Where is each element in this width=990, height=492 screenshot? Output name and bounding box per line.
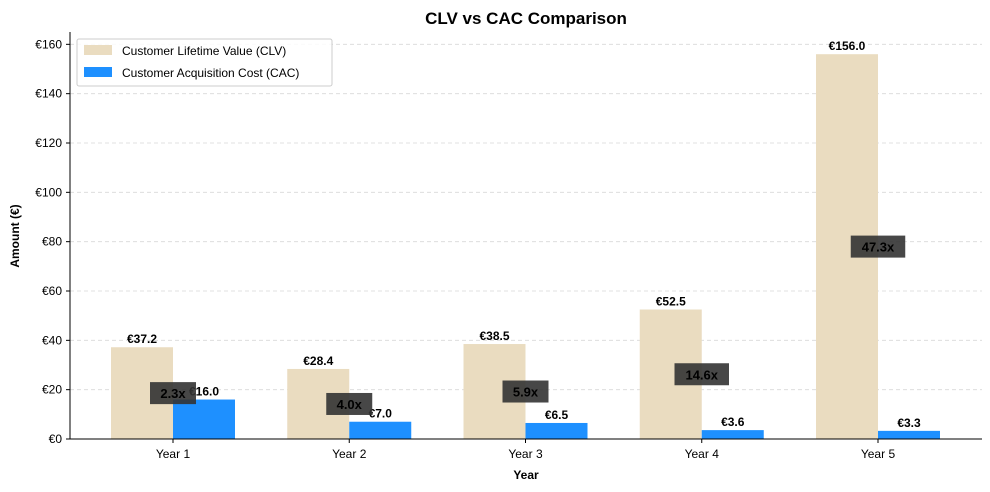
y-tick-label: €120: [35, 136, 62, 150]
value-label-cac: €7.0: [369, 407, 393, 421]
ratio-label-box: [326, 392, 373, 415]
y-tick-label: €0: [49, 432, 63, 446]
y-tick-label: €20: [42, 383, 62, 397]
value-label-clv: €28.4: [303, 354, 333, 368]
y-tick-label: €80: [42, 235, 62, 249]
x-tick-label: Year 5: [861, 447, 896, 461]
y-tick-label: €140: [35, 87, 62, 101]
y-tick-label: €60: [42, 284, 62, 298]
ratio-label: 4.0x: [337, 397, 363, 412]
bar-cac: [525, 422, 588, 439]
x-tick-label: Year 1: [156, 447, 191, 461]
data-labels: €37.2 €16.02.3x €28.4 €7.0 4.0x €38.5 €6.5 5.9x…: [127, 39, 921, 430]
legend-box: [76, 38, 333, 87]
ratio-label: 5.9x: [513, 385, 539, 400]
bar-cac: [878, 430, 940, 439]
legend: Customer Lifetime Value (CLV) Customer A…: [76, 38, 333, 87]
ratio-label: 47.3x: [862, 240, 895, 255]
value-label-cac: €3.3: [897, 416, 921, 430]
value-label-cac: €6.5: [545, 408, 569, 422]
y-tick-label: €160: [35, 37, 62, 51]
x-tick-label: Year 4: [685, 447, 720, 461]
value-label-cac: €3.6: [721, 415, 745, 429]
legend-swatch-cac: [84, 67, 112, 77]
y-ticks: €0 €20 €40 €60 €80 €100 €120 €140 €160: [35, 37, 70, 446]
bar-cac: [349, 421, 412, 439]
ratio-label-box: [502, 380, 549, 403]
bar-cac: [173, 399, 235, 439]
ratio-label-box: [674, 363, 729, 386]
x-tick-label: Year 3: [508, 447, 543, 461]
ratio-label-box: [150, 382, 196, 405]
legend-label-clv: Customer Lifetime Value (CLV): [122, 44, 286, 58]
y-axis-title: Amount (€): [8, 204, 22, 267]
x-ticks: Year 1 Year 2 Year 3 Year 4 Year 5: [156, 439, 896, 461]
chart-title: CLV vs CAC Comparison: [425, 9, 627, 28]
value-label-clv: €38.5: [479, 329, 509, 343]
y-tick-label: €40: [42, 333, 62, 347]
value-label-clv: €37.2: [127, 332, 157, 346]
x-axis-title: Year: [513, 468, 539, 482]
y-tick-label: €100: [35, 185, 62, 199]
value-label-cac: €16.0: [189, 385, 219, 399]
ratio-label: 2.3x: [160, 386, 186, 401]
x-tick-label: Year 2: [332, 447, 367, 461]
legend-swatch-clv: [84, 45, 112, 55]
bar-cac: [701, 430, 764, 439]
ratio-label-box: [850, 235, 906, 258]
legend-label-cac: Customer Acquisition Cost (CAC): [122, 66, 299, 80]
value-label-clv: €52.5: [656, 295, 686, 309]
ratio-label: 14.6x: [685, 367, 718, 382]
value-label-clv: €156.0: [829, 39, 866, 53]
